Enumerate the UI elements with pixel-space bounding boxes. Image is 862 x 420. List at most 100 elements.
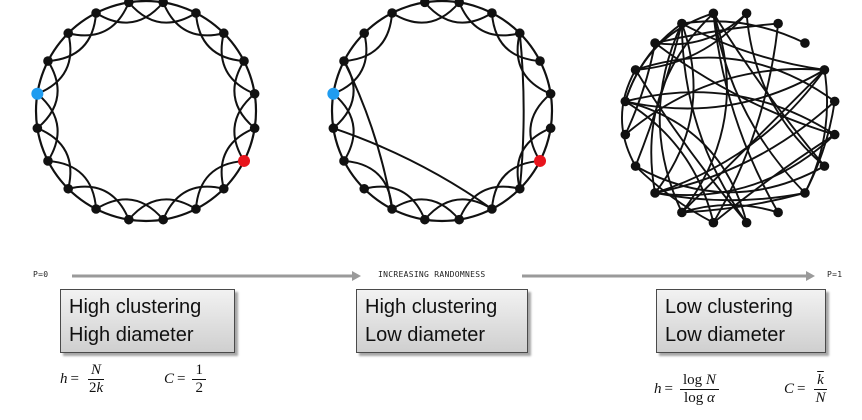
randomness-arrow — [72, 271, 815, 281]
node — [249, 88, 260, 99]
lobe-edge — [36, 127, 72, 190]
lobe-edge — [67, 1, 130, 37]
panel-line-clustering: Low clustering — [665, 296, 793, 318]
node — [741, 8, 752, 19]
node — [650, 188, 660, 198]
formula-diameter-regular: h = N 2k — [60, 362, 105, 396]
lobe-edge — [220, 32, 256, 95]
random-edge — [625, 91, 836, 136]
random-edge — [621, 69, 637, 167]
panel-line-clustering: High clustering — [365, 296, 498, 318]
lobe-edge — [490, 12, 541, 63]
scale-label-p1: P=1 — [827, 270, 843, 279]
lobe-edge — [36, 60, 59, 129]
node — [91, 8, 101, 18]
random-edge — [624, 42, 656, 135]
node — [677, 207, 687, 218]
lobe-edge — [95, 198, 164, 221]
lobe-edge — [194, 12, 245, 63]
node — [819, 65, 830, 75]
lobe-edge — [343, 159, 394, 210]
random-network-panel: Low clustering Low diameter — [656, 289, 826, 353]
node — [63, 183, 74, 194]
lobe-edge — [194, 159, 245, 210]
node — [249, 123, 260, 134]
node — [43, 56, 53, 66]
panel-line-clustering: High clustering — [69, 296, 202, 318]
node — [773, 18, 783, 29]
arrow-head-right — [806, 271, 815, 281]
end-node — [534, 154, 547, 167]
node — [43, 156, 53, 166]
random-edge — [634, 69, 748, 224]
node — [630, 65, 641, 75]
small-world-network — [327, 0, 556, 225]
node — [535, 56, 545, 66]
node — [218, 28, 229, 39]
random-edge — [712, 12, 826, 167]
node — [191, 8, 201, 18]
lobe-edge — [162, 185, 225, 221]
node — [328, 123, 339, 134]
lobe-edge — [67, 185, 130, 221]
node — [123, 214, 134, 225]
rewired-edge — [333, 127, 493, 210]
regular-network-panel: High clustering High diameter — [60, 289, 235, 353]
node — [829, 129, 840, 140]
node — [773, 207, 783, 218]
random-edge — [635, 165, 825, 194]
random-edge — [624, 100, 715, 223]
node — [454, 214, 465, 225]
node — [741, 217, 752, 228]
lobe-edge — [458, 1, 521, 37]
panel-line-diameter: High diameter — [69, 324, 194, 346]
lobe-edge — [332, 32, 368, 95]
node — [32, 123, 43, 134]
lobe-edge — [233, 60, 256, 129]
random-edge — [712, 13, 806, 194]
regular-ring-network — [31, 0, 260, 225]
node — [829, 96, 840, 107]
node — [387, 8, 397, 18]
node — [514, 183, 525, 194]
lobe-edge — [128, 198, 197, 221]
node — [454, 0, 465, 8]
scale-label-p0: P=0 — [33, 270, 49, 279]
node — [239, 56, 249, 66]
small-world-panel: High clustering Low diameter — [356, 289, 528, 353]
node — [708, 8, 719, 19]
start-node — [327, 87, 340, 100]
lobe-edge — [36, 93, 59, 162]
node — [800, 188, 810, 198]
arrow-head-left — [352, 271, 361, 281]
lobe-edge — [424, 1, 493, 24]
lobe-edge — [233, 93, 256, 162]
lobe-edge — [128, 1, 197, 24]
ring-edge — [330, 0, 554, 223]
lobe-edge — [391, 1, 460, 24]
node — [158, 0, 169, 8]
node — [514, 28, 525, 39]
lobe-edge — [162, 1, 225, 37]
formula-diameter-random: h = log N log α — [654, 372, 723, 407]
random-edge — [624, 68, 825, 136]
node — [91, 204, 101, 214]
node — [487, 8, 497, 18]
node — [800, 38, 810, 48]
node — [359, 28, 370, 39]
random-edge — [712, 133, 836, 224]
end-node — [238, 154, 251, 167]
random-edge — [654, 42, 835, 136]
node — [339, 56, 349, 66]
lobe-edge — [95, 1, 164, 24]
random-edge — [654, 133, 836, 196]
node — [419, 214, 430, 225]
node — [339, 156, 349, 166]
lobe-edge — [220, 127, 256, 190]
start-node — [31, 87, 44, 100]
node — [545, 88, 556, 99]
lobe-edge — [332, 93, 355, 162]
random-edge — [635, 56, 836, 103]
